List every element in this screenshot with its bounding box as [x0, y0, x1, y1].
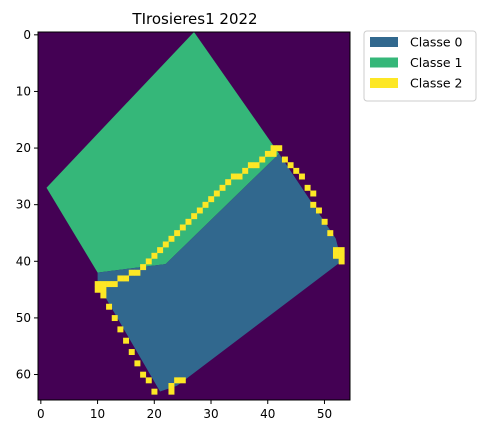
heatmap-boundary-cell	[264, 150, 271, 157]
heatmap-boundary-cell	[338, 258, 345, 265]
chart-title: TIrosieres1 2022	[131, 10, 257, 28]
y-axis: 0 10 20 30 40 50 60	[16, 28, 38, 382]
heatmap-boundary-cell	[315, 207, 322, 214]
heatmap-region-classe-1	[46, 32, 280, 273]
x-tick-label: 20	[147, 407, 162, 421]
y-tick-label: 20	[16, 141, 31, 155]
heatmap-boundary-cell	[310, 190, 317, 197]
heatmap-boundary-cell	[168, 235, 175, 242]
heatmap-boundary-cell	[298, 173, 305, 180]
y-tick-label: 10	[16, 84, 31, 98]
heatmap-boundary-cell	[123, 337, 130, 344]
heatmap-boundary-cell	[100, 281, 107, 288]
y-tick-label: 50	[16, 311, 31, 325]
heatmap-boundary-cell	[140, 371, 147, 378]
heatmap-boundary-cell	[140, 264, 147, 271]
heatmap-boundary-cell	[94, 281, 101, 288]
heatmap-boundary-cell	[179, 224, 186, 231]
heatmap-boundary-cell	[100, 292, 107, 299]
legend: Classe 0 Classe 1 Classe 2	[363, 30, 477, 102]
heatmap-boundary-cell	[168, 383, 175, 389]
heatmap-boundary-cell	[332, 247, 339, 254]
heatmap-boundary-cell	[338, 247, 345, 254]
heatmap-boundary-cell	[94, 286, 101, 293]
heatmap-boundary-cell	[208, 196, 215, 203]
heatmap-boundary-cell	[185, 218, 192, 225]
heatmap-boundary-cell	[321, 218, 328, 225]
heatmap-boundary-cell	[230, 173, 237, 180]
heatmap-boundary-cell	[174, 230, 181, 237]
y-tick-label: 30	[16, 198, 31, 212]
x-tick-label: 50	[317, 407, 332, 421]
heatmap-boundary-cell	[247, 162, 254, 169]
heatmap-boundary-cell	[259, 156, 266, 163]
heatmap-boundary-cell	[304, 184, 311, 191]
legend-label: Classe 1	[410, 55, 463, 70]
heatmap-boundary-cell	[128, 349, 135, 356]
x-tick-label: 30	[203, 407, 218, 421]
x-tick-label: 40	[260, 407, 275, 421]
heatmap-boundary-cell	[162, 241, 169, 248]
heatmap-boundary-cell	[310, 201, 317, 208]
heatmap-boundary-cell	[168, 388, 175, 395]
y-tick-label: 0	[23, 28, 31, 42]
heatmap-boundary-cell	[106, 281, 113, 288]
heatmap-boundary-cell	[145, 377, 152, 384]
x-tick-label: 0	[37, 407, 45, 421]
heatmap-boundary-cell	[111, 315, 118, 322]
heatmap-boundary-cell	[276, 145, 283, 152]
legend-swatch	[370, 57, 398, 68]
legend-swatch	[370, 37, 398, 47]
heatmap-boundary-cell	[111, 281, 118, 288]
heatmap-boundary-cell	[117, 326, 124, 333]
heatmap-boundary-cell	[157, 247, 164, 254]
y-tick-label: 60	[16, 368, 31, 382]
heatmap-boundary-cell	[253, 162, 260, 169]
heatmap-boundary-cell	[174, 377, 181, 384]
heatmap-boundary-cell	[327, 230, 334, 237]
x-axis: 0 10 20 30 40 50	[37, 400, 332, 421]
heatmap-boundary-cell	[242, 167, 249, 174]
heatmap-boundary-cell	[219, 184, 226, 191]
heatmap-boundary-cell	[270, 145, 277, 152]
y-tick-label: 40	[16, 254, 31, 268]
heatmap-boundary-cell	[196, 207, 203, 214]
heatmap-boundary-cell	[117, 275, 124, 282]
heatmap-boundary-cell	[202, 201, 209, 208]
heatmap-boundary-cell	[106, 303, 113, 310]
heatmap-boundary-cell	[151, 388, 158, 395]
heatmap-boundary-cell	[270, 150, 277, 157]
heatmap-boundary-cell	[191, 213, 198, 220]
legend-swatch	[370, 78, 398, 88]
heatmap-boundary-cell	[179, 377, 186, 384]
legend-label: Classe 0	[410, 35, 463, 50]
heatmap-boundary-cell	[236, 173, 243, 180]
heatmap-boundary-cell	[293, 167, 300, 174]
heatmap-boundary-cell	[151, 252, 158, 259]
heatmap-boundary-cell	[100, 286, 107, 293]
heatmap-boundary-cell	[128, 269, 135, 276]
heatmap-boundary-cell	[332, 252, 339, 259]
heatmap-region-classe-0	[97, 153, 342, 392]
heatmap-boundary-cell	[134, 269, 141, 276]
heatmap-boundary-cell	[338, 252, 345, 259]
plot-frame	[37, 31, 351, 401]
x-tick-label: 10	[90, 407, 105, 421]
heatmap-boundary-cell	[145, 258, 152, 265]
heatmap-boundary-cell	[225, 179, 232, 186]
heatmap-boundary-cell	[213, 190, 220, 197]
heatmap-boundary-cell	[287, 162, 294, 169]
plot-area	[38, 32, 350, 400]
heatmap-boundary-cell	[281, 156, 288, 163]
heatmap-boundary-cell	[134, 360, 141, 367]
heatmap-boundary-cell	[123, 275, 130, 282]
legend-label: Classe 2	[410, 76, 463, 91]
